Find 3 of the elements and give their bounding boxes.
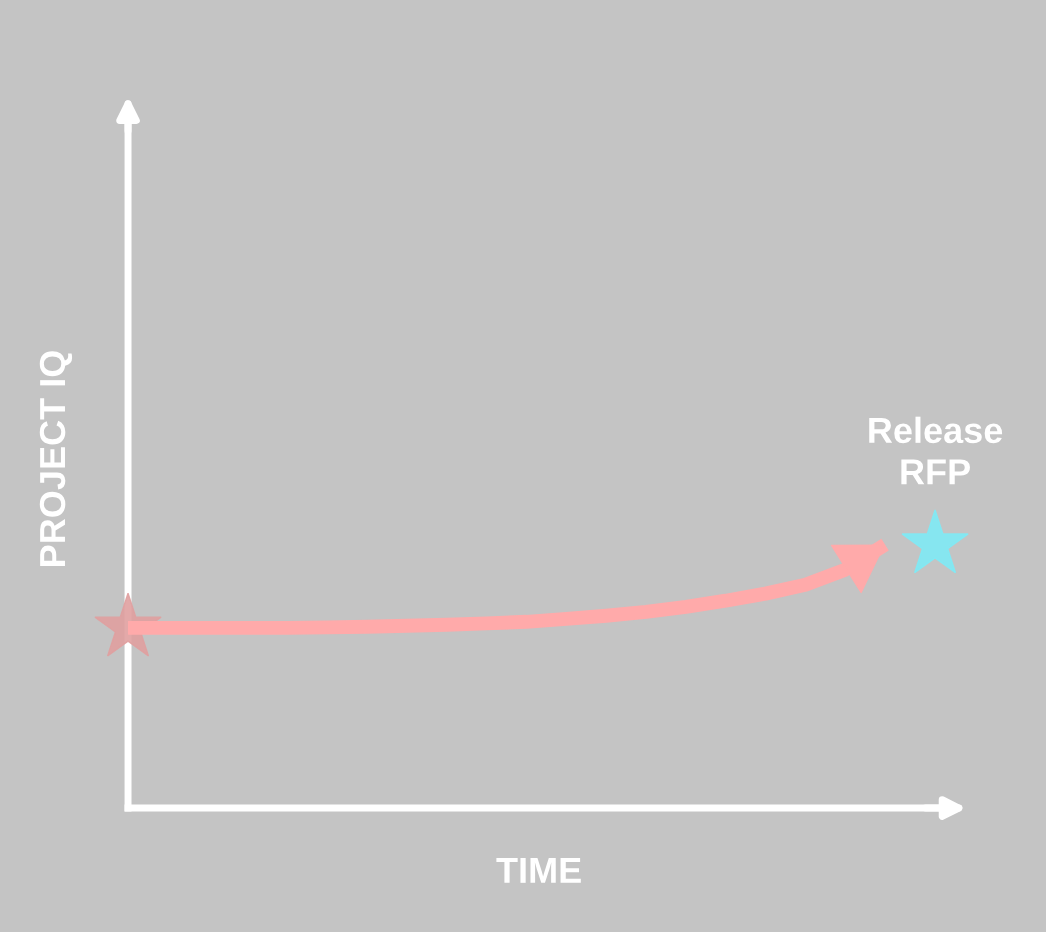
x-axis-title: TIME bbox=[496, 857, 581, 883]
text: Release RFP bbox=[869, 416, 1003, 485]
y-axis-title: PROJECT IQ bbox=[39, 351, 73, 566]
